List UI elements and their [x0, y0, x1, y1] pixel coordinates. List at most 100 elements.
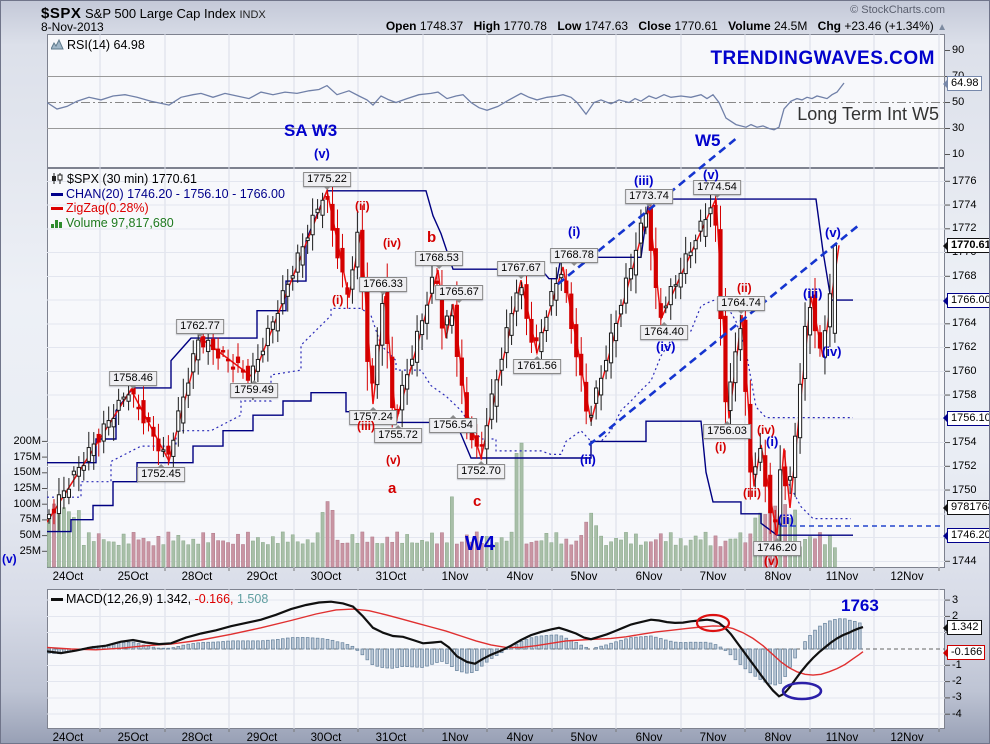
up-triangle-icon: ▲ — [937, 22, 947, 33]
price-flag: 1762.77 — [176, 319, 224, 338]
high-label: High — [473, 19, 501, 33]
wave-label-blue: 1763 — [841, 596, 879, 615]
price-flag: 1759.49 — [230, 380, 278, 399]
macd-value: 1.342, — [156, 592, 192, 606]
date-label: 30Oct — [310, 571, 342, 583]
date-label: 24Oct — [52, 732, 84, 744]
low-value: 1747.63 — [584, 19, 629, 33]
wave-label-red: (iv) — [757, 423, 775, 437]
area-chart-icon — [50, 38, 64, 50]
price-legend-text: $SPX (30 min) 1770.61 — [67, 172, 197, 186]
wave-label-red: (iii) — [357, 419, 375, 433]
chart-title: $SPX S&P 500 Large Cap Index INDX — [41, 5, 266, 22]
volume-tick-label: 175M — [13, 450, 41, 463]
high-value: 1770.78 — [503, 19, 547, 33]
volume-tick-label: 200M — [13, 434, 41, 447]
rsi-legend-text: RSI(14) 64.98 — [67, 38, 145, 52]
axis-callout: 1770.61 — [943, 238, 989, 254]
change-value: +23.46 (+1.34%) — [844, 19, 934, 33]
date-label: 7Nov — [699, 732, 727, 744]
volume-value: 24.5M — [773, 19, 808, 33]
wave-label-red: b — [427, 229, 437, 246]
wave-label-red: (i) — [715, 440, 727, 454]
axis-tick-label: 1764 — [952, 317, 977, 330]
axis-tick-label: -2 — [952, 675, 962, 688]
date-label: 28Oct — [181, 571, 213, 583]
date-label: 8Nov — [764, 571, 792, 583]
axis-tick-label: 1772 — [952, 222, 977, 235]
axis-tick-label: 1744 — [952, 554, 977, 567]
date-label: 6Nov — [635, 571, 663, 583]
date-label: 4Nov — [506, 732, 534, 744]
wave-label-red: a — [388, 480, 397, 497]
axis-callout: 1746.20 — [943, 528, 989, 544]
price-flag: 1764.74 — [717, 296, 765, 314]
wave-label-blue: (v) — [825, 225, 841, 240]
price-flag: 1758.46 — [109, 370, 157, 389]
axis-tick-label: 1774 — [952, 198, 977, 211]
price-flag: 1764.40 — [640, 322, 688, 341]
wave-label-blue: (v) — [314, 146, 330, 161]
wave-label-blue: W4 — [465, 533, 495, 555]
quote-bar: Open 1748.37 High 1770.78 Low 1747.63 Cl… — [379, 19, 947, 33]
date-label: 28Oct — [181, 732, 213, 744]
axis-callout: -0.166 — [942, 645, 986, 660]
wave-label-blue: (v) — [2, 552, 17, 566]
axis-callout: 1766.00 — [943, 293, 989, 309]
volume-tick-label: 25M — [19, 544, 41, 557]
wave-label-red: (ii) — [355, 199, 370, 213]
price-flag: 1775.22 — [303, 171, 351, 190]
axis-tick-label: 1768 — [952, 269, 977, 282]
open-label: Open — [385, 19, 417, 33]
date-label: 1Nov — [441, 732, 469, 744]
price-legend: $SPX (30 min) 1770.61 CHAN(20) 1746.20 -… — [51, 172, 285, 230]
chan-line-icon — [51, 192, 63, 196]
volume-tick-label: 125M — [13, 482, 41, 494]
axis-tick-label: -3 — [952, 691, 962, 704]
axis-callout: 97817680 — [943, 500, 989, 515]
price-flag: 1768.53 — [415, 251, 463, 269]
volume-tick-label: 100M — [13, 497, 41, 510]
wave-label-blue: (iii) — [634, 173, 654, 188]
date-label: 31Oct — [375, 571, 407, 583]
date-label: 25Oct — [117, 732, 149, 744]
wave-label-red: (iii) — [743, 486, 761, 500]
axis-tick-label: 1762 — [952, 341, 977, 354]
wave-label-red: (i) — [332, 293, 344, 307]
date-label: 24Oct — [52, 571, 84, 583]
price-flag: 1761.56 — [513, 355, 561, 374]
open-value: 1748.37 — [419, 19, 464, 33]
close-value: 1770.61 — [674, 19, 718, 33]
trendingwaves-watermark: TRENDINGWAVES.COM — [710, 48, 935, 69]
symbol: $SPX — [41, 5, 82, 22]
axis-tick-label: 1750 — [952, 483, 977, 496]
wave-label-blue: (iv) — [822, 344, 842, 359]
axis-tick-label: 90 — [952, 44, 965, 56]
price-flag: 1752.70 — [457, 460, 505, 479]
exchange: INDX — [239, 9, 266, 21]
axis-tick-label: 3 — [952, 593, 959, 606]
price-flag: 1755.72 — [374, 425, 422, 444]
zigzag-legend-text: ZigZag(0.28%) — [66, 201, 149, 215]
volume-legend-text: Volume 97,817,680 — [66, 215, 174, 230]
price-flag: 1752.45 — [137, 463, 185, 482]
volume-label: Volume — [728, 19, 771, 33]
volume-legend: Volume 97,817,680 — [51, 216, 285, 231]
wave-label-blue: SA W3 — [284, 121, 338, 140]
axis-callout: 1756.10 — [943, 410, 989, 426]
volume-tick-label: 50M — [19, 529, 41, 542]
zigzag-line-icon — [51, 207, 63, 211]
wave-label-blue: (ii) — [778, 512, 794, 527]
axis-tick-label: 10 — [952, 148, 965, 160]
macd-legend: MACD(12,26,9) 1.342, -0.166, 1.508 — [51, 592, 268, 607]
wave-label-blue: (iii) — [803, 286, 823, 301]
axis-tick-label: 1760 — [952, 364, 977, 377]
wave-label-blue: (v) — [703, 167, 719, 182]
macd-hist-value: 1.508 — [236, 592, 269, 606]
axis-tick-label: 1754 — [952, 436, 977, 449]
price-legend-symbol: $SPX (30 min) 1770.61 — [51, 172, 285, 187]
date-label: 29Oct — [246, 732, 278, 744]
macd-legend-text: MACD(12,26,9) — [66, 592, 153, 606]
wave-label-blue: (ii) — [580, 452, 596, 467]
price-flag: 1766.33 — [359, 277, 407, 296]
